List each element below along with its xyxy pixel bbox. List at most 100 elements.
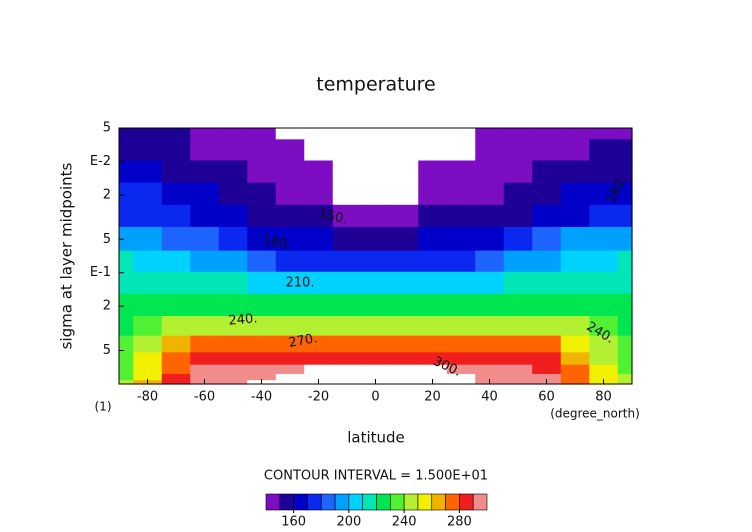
field-cell xyxy=(332,380,362,385)
field-cell xyxy=(389,204,419,228)
field-cell xyxy=(532,182,562,206)
field-cell xyxy=(446,293,476,317)
field-cell xyxy=(589,335,619,353)
field-cell xyxy=(503,271,533,295)
field-cell xyxy=(304,352,334,366)
field-cell xyxy=(418,250,448,273)
field-cell xyxy=(617,316,633,337)
field-cell xyxy=(475,182,505,206)
colorbar-box xyxy=(459,493,474,511)
colorbar-box xyxy=(362,493,377,511)
field-cell xyxy=(332,316,362,337)
field-cell xyxy=(503,128,533,140)
x-tick-label: 40 xyxy=(481,390,498,405)
field-cell xyxy=(190,335,220,353)
field-cell xyxy=(446,316,476,337)
contour-label: 180. xyxy=(261,233,292,253)
field-cell xyxy=(389,271,419,295)
field-cell xyxy=(218,335,248,353)
field-cell xyxy=(332,373,362,381)
field-cell xyxy=(389,352,419,366)
field-cell xyxy=(446,160,476,184)
field-cell xyxy=(532,364,562,375)
field-cell xyxy=(532,352,562,366)
field-cell xyxy=(247,139,277,162)
field-cell xyxy=(304,204,334,228)
field-cell xyxy=(190,204,220,228)
field-cell xyxy=(617,293,633,317)
field-cell xyxy=(475,352,505,366)
field-cell xyxy=(475,139,505,162)
field-cell xyxy=(361,160,391,184)
field-cell xyxy=(589,373,619,381)
field-cell xyxy=(161,160,191,184)
field-cell xyxy=(389,182,419,206)
field-cell xyxy=(389,226,419,252)
field-cell xyxy=(119,316,134,337)
field-cell xyxy=(589,364,619,375)
field-cell xyxy=(161,182,191,206)
field-cell xyxy=(418,293,448,317)
colorbar-tick-label: 200 xyxy=(336,515,361,530)
colorbar-box xyxy=(348,493,363,511)
field-cell xyxy=(389,335,419,353)
field-cell xyxy=(418,271,448,295)
field-cell xyxy=(532,293,562,317)
field-cell xyxy=(275,250,305,273)
field-cell xyxy=(332,182,362,206)
field-cell xyxy=(161,373,191,381)
field-cell xyxy=(361,250,391,273)
field-cell xyxy=(446,335,476,353)
field-cell xyxy=(218,182,248,206)
field-cell xyxy=(475,316,505,337)
field-cell xyxy=(503,160,533,184)
field-cell xyxy=(247,364,277,375)
colorbar-box xyxy=(320,493,336,511)
x-tick-label: 0 xyxy=(371,390,379,405)
field-cell xyxy=(589,250,619,273)
field-cell xyxy=(190,160,220,184)
y-unit: (1) xyxy=(95,400,112,414)
field-cell xyxy=(247,226,277,252)
field-cell xyxy=(617,352,633,366)
x-tick-label: 20 xyxy=(424,390,441,405)
field-cell xyxy=(119,335,134,353)
field-cell xyxy=(304,364,334,375)
colorbar-tick-label: 160 xyxy=(281,515,306,530)
field-cell xyxy=(190,364,220,375)
field-cell xyxy=(304,182,334,206)
field-cell xyxy=(589,271,619,295)
x-tick-label: -80 xyxy=(137,390,158,405)
field-cell xyxy=(119,139,134,162)
field-cell xyxy=(560,373,590,381)
x-tick-label: 60 xyxy=(538,390,555,405)
field-cell xyxy=(161,226,191,252)
field-cell xyxy=(361,271,391,295)
field-cell xyxy=(218,139,248,162)
field-cell xyxy=(389,160,419,184)
y-tick-label: 2 xyxy=(103,187,111,202)
field-cell xyxy=(617,226,633,252)
field-cell xyxy=(475,373,505,381)
field-cell xyxy=(304,271,334,295)
field-cell xyxy=(218,373,248,381)
field-cell xyxy=(304,226,334,252)
field-cell xyxy=(218,316,248,337)
field-cell xyxy=(418,182,448,206)
field-cell xyxy=(119,182,134,206)
y-tick-label: E-2 xyxy=(90,154,111,169)
field-cell xyxy=(304,250,334,273)
field-cell xyxy=(247,335,277,353)
field-cell xyxy=(560,293,590,317)
field-cell xyxy=(275,182,305,206)
field-cell xyxy=(275,139,305,162)
field-cell xyxy=(190,139,220,162)
field-cell xyxy=(361,204,391,228)
field-cell xyxy=(532,316,562,337)
field-cell xyxy=(161,364,191,375)
field-cell xyxy=(247,160,277,184)
field-cell xyxy=(275,271,305,295)
field-cell xyxy=(247,204,277,228)
field-cell xyxy=(161,335,191,353)
